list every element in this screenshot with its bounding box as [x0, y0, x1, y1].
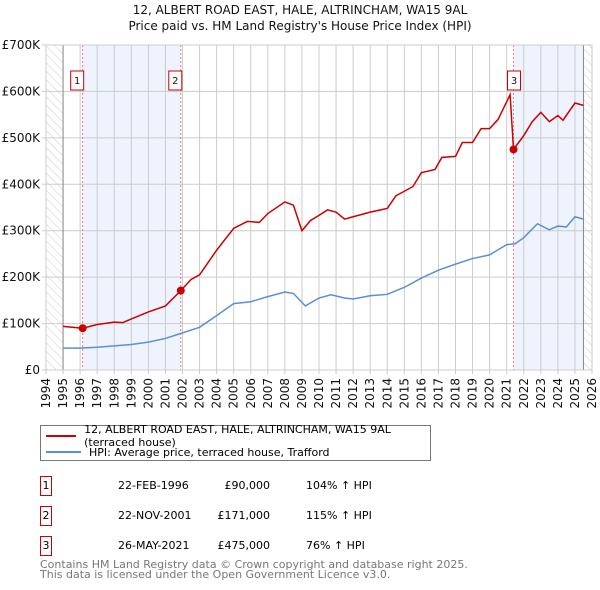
y-tick-label: £600K — [2, 84, 42, 98]
sale-label-box — [168, 70, 183, 91]
y-tick-label: £0 — [25, 363, 40, 377]
x-tick-label: 2003 — [193, 378, 207, 409]
x-tick-label: 2021 — [500, 378, 514, 409]
sale-price: £90,000 — [224, 479, 271, 492]
legend-swatch-blue — [46, 451, 81, 453]
legend-label-hpi: HPI: Average price, terraced house, Traf… — [89, 445, 330, 459]
x-tick-label: 1999 — [124, 378, 138, 409]
sale-number: 3 — [40, 536, 52, 556]
sale-label: 3 — [511, 76, 517, 87]
table-row: 1 22-FEB-1996 £90,000 104% ↑ HPI — [40, 476, 380, 496]
sale-date: 22-NOV-2001 — [118, 509, 192, 522]
sale-point — [509, 145, 518, 154]
sale-point — [176, 286, 185, 295]
x-tick-label: 2004 — [210, 378, 224, 409]
sale-point — [78, 324, 87, 333]
sale-price: £475,000 — [217, 539, 271, 552]
sale-label-box — [507, 70, 522, 91]
x-tick-label: 2024 — [551, 378, 565, 409]
sale-label: 2 — [172, 76, 178, 87]
x-tick-label: 2011 — [329, 378, 343, 409]
hatched-range — [583, 45, 592, 370]
footer: Contains HM Land Registry data © Crown c… — [40, 558, 468, 581]
hatched-range — [46, 45, 64, 370]
x-tick-label: 2009 — [295, 378, 309, 409]
x-tick-label: 2008 — [278, 378, 292, 409]
x-tick-label: 2026 — [585, 378, 599, 409]
x-tick-label: 2019 — [466, 378, 480, 409]
plot-frame — [45, 44, 593, 371]
chart-subtitle: Price paid vs. HM Land Registry's House … — [128, 19, 472, 33]
shaded-range — [513, 45, 584, 370]
x-tick-label: 1998 — [107, 378, 121, 409]
x-tick-label: 2012 — [346, 378, 360, 409]
footer-line: Contains HM Land Registry data © Crown c… — [40, 558, 468, 571]
sale-hpi: 104% ↑ HPI — [306, 479, 372, 492]
x-tick-label: 1996 — [73, 378, 87, 409]
x-tick-label: 2007 — [261, 378, 275, 409]
legend: 12, ALBERT ROAD EAST, HALE, ALTRINCHAM, … — [40, 423, 431, 461]
sale-price: £171,000 — [217, 509, 271, 522]
hpi-line — [63, 215, 584, 349]
x-tick-label: 2020 — [483, 378, 497, 409]
x-tick-label: 2002 — [176, 378, 190, 409]
sale-label: 1 — [74, 76, 80, 87]
chart-plot: 1994 1995 1996 1997 1998 1999 2000 2001 2002 2003… — [2, 38, 599, 409]
x-tick-label: 2010 — [312, 378, 326, 409]
sale-date: 26-MAY-2021 — [118, 539, 190, 552]
table-row: 3 26-MAY-2021 £475,000 76% ↑ HPI — [40, 536, 380, 556]
x-tick-label: 1995 — [56, 378, 70, 409]
sale-hpi: 115% ↑ HPI — [306, 509, 372, 522]
table-row: 2 22-NOV-2001 £171,000 115% ↑ HPI — [40, 506, 380, 526]
sale-date: 22-FEB-1996 — [118, 479, 189, 492]
x-tick-label: 1997 — [90, 378, 104, 409]
sale-number: 2 — [40, 506, 52, 526]
x-tick-label: 2022 — [517, 378, 531, 409]
y-tick-label: £100K — [2, 317, 42, 331]
sale-label-box — [70, 70, 85, 91]
sale-number: 1 — [40, 476, 52, 496]
footer-line: This data is licensed under the Open Gov… — [40, 568, 391, 581]
legend-swatch-red — [46, 435, 77, 437]
x-tick-label: 2016 — [414, 378, 428, 409]
x-tick-label: 1994 — [39, 378, 53, 409]
x-tick-label: 2023 — [534, 378, 548, 409]
x-tick-label: 2017 — [431, 378, 445, 409]
x-tick-label: 2013 — [363, 378, 377, 409]
x-tick-label: 2001 — [158, 378, 172, 409]
x-tick-label: 2005 — [227, 378, 241, 409]
x-tick-label: 2025 — [568, 378, 582, 409]
y-tick-label: £700K — [2, 38, 42, 52]
x-tick-label: 2000 — [141, 378, 155, 409]
legend-label-property: 12, ALBERT ROAD EAST, HALE, ALTRINCHAM, … — [84, 423, 391, 449]
x-tick-label: 2015 — [397, 378, 411, 409]
x-tick-label: 2014 — [380, 378, 394, 409]
chart-title: 12, ALBERT ROAD EAST, HALE, ALTRINCHAM, … — [132, 3, 468, 17]
y-tick-label: £400K — [2, 177, 42, 191]
sale-hpi: 76% ↑ HPI — [306, 539, 365, 552]
y-tick-label: £300K — [2, 224, 42, 238]
y-tick-label: £200K — [2, 270, 42, 284]
y-tick-label: £500K — [2, 131, 42, 145]
x-tick-label: 2018 — [449, 378, 463, 409]
x-tick-label: 2006 — [244, 378, 258, 409]
